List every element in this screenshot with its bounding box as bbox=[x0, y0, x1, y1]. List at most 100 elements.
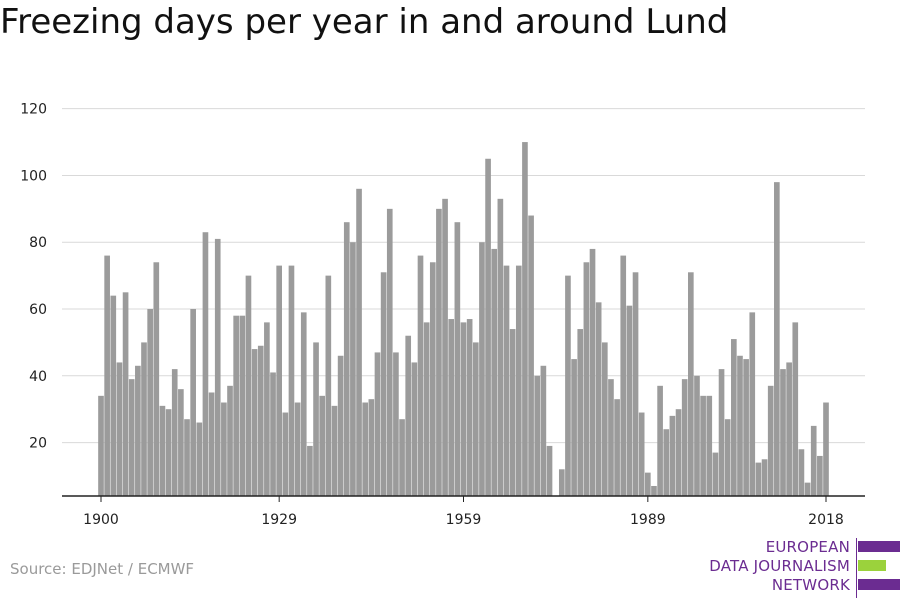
bar-1989[interactable] bbox=[645, 472, 651, 496]
bar-1991[interactable] bbox=[657, 385, 663, 496]
bar-1969[interactable] bbox=[522, 142, 528, 496]
bar-2017[interactable] bbox=[817, 455, 823, 496]
bar-1931[interactable] bbox=[288, 265, 295, 496]
bar-1979[interactable] bbox=[583, 262, 590, 496]
bar-2010[interactable] bbox=[774, 182, 780, 496]
bar-1968[interactable] bbox=[515, 265, 522, 496]
bar-1926[interactable] bbox=[257, 345, 264, 496]
bar-1943[interactable] bbox=[362, 402, 369, 496]
bar-1923[interactable] bbox=[239, 315, 246, 496]
bar-1961[interactable] bbox=[472, 342, 479, 496]
bar-2002[interactable] bbox=[724, 419, 731, 496]
bar-1996[interactable] bbox=[688, 272, 694, 496]
bar-1933[interactable] bbox=[300, 312, 307, 496]
bar-2015[interactable] bbox=[804, 482, 811, 496]
bar-2016[interactable] bbox=[810, 425, 817, 496]
bar-1995[interactable] bbox=[681, 379, 688, 496]
bar-1998[interactable] bbox=[700, 395, 706, 496]
bar-1949[interactable] bbox=[399, 419, 405, 496]
bar-1960[interactable] bbox=[466, 319, 473, 496]
bar-2008[interactable] bbox=[761, 459, 768, 496]
bar-1954[interactable] bbox=[429, 262, 436, 496]
bar-1977[interactable] bbox=[571, 359, 577, 496]
bar-1971[interactable] bbox=[534, 375, 541, 496]
bar-1958[interactable] bbox=[454, 222, 461, 496]
bar-1993[interactable] bbox=[669, 415, 676, 496]
bar-1965[interactable] bbox=[497, 198, 504, 496]
bar-1908[interactable] bbox=[147, 309, 153, 496]
bar-1906[interactable] bbox=[135, 365, 141, 496]
bar-1966[interactable] bbox=[503, 265, 510, 496]
bar-1956[interactable] bbox=[442, 198, 448, 496]
bar-1924[interactable] bbox=[245, 275, 252, 496]
bar-1922[interactable] bbox=[233, 315, 239, 496]
bar-1937[interactable] bbox=[325, 275, 332, 496]
bar-1987[interactable] bbox=[632, 272, 639, 496]
bar-1932[interactable] bbox=[294, 402, 301, 496]
bar-1984[interactable] bbox=[614, 399, 620, 496]
bar-1910[interactable] bbox=[159, 405, 166, 496]
bar-1957[interactable] bbox=[448, 319, 455, 496]
bar-1915[interactable] bbox=[190, 309, 196, 496]
bar-1986[interactable] bbox=[626, 305, 633, 496]
bar-1973[interactable] bbox=[546, 445, 553, 496]
bar-1925[interactable] bbox=[251, 349, 258, 496]
bar-1981[interactable] bbox=[595, 302, 602, 496]
bar-1917[interactable] bbox=[202, 232, 209, 496]
bar-1928[interactable] bbox=[270, 372, 276, 496]
bar-1900[interactable] bbox=[98, 395, 104, 496]
bar-2007[interactable] bbox=[755, 462, 762, 496]
bar-1939[interactable] bbox=[337, 355, 344, 496]
bar-1963[interactable] bbox=[485, 158, 491, 496]
bar-1903[interactable] bbox=[116, 362, 123, 496]
bar-1982[interactable] bbox=[601, 342, 608, 496]
bar-1904[interactable] bbox=[122, 292, 129, 496]
bar-2006[interactable] bbox=[749, 312, 756, 496]
bar-1911[interactable] bbox=[165, 409, 172, 496]
bar-1955[interactable] bbox=[436, 208, 442, 496]
bar-1950[interactable] bbox=[405, 335, 412, 496]
bar-1901[interactable] bbox=[104, 255, 110, 496]
bar-1946[interactable] bbox=[380, 272, 387, 496]
bar-1945[interactable] bbox=[374, 352, 381, 496]
bar-1919[interactable] bbox=[214, 238, 221, 496]
bar-2018[interactable] bbox=[823, 402, 829, 496]
bar-1935[interactable] bbox=[313, 342, 319, 496]
bar-1920[interactable] bbox=[221, 402, 227, 496]
bar-1952[interactable] bbox=[417, 255, 424, 496]
bar-1938[interactable] bbox=[331, 405, 338, 496]
bar-1975[interactable] bbox=[558, 469, 565, 496]
bar-1948[interactable] bbox=[393, 352, 399, 496]
bar-1967[interactable] bbox=[509, 329, 516, 496]
bar-1921[interactable] bbox=[227, 385, 233, 496]
bar-1962[interactable] bbox=[479, 242, 485, 496]
bar-1994[interactable] bbox=[675, 409, 682, 496]
bar-1959[interactable] bbox=[460, 322, 467, 496]
bar-1942[interactable] bbox=[356, 188, 362, 496]
bar-1930[interactable] bbox=[282, 412, 289, 496]
bar-1992[interactable] bbox=[663, 429, 670, 496]
bar-1934[interactable] bbox=[307, 445, 313, 496]
bar-1947[interactable] bbox=[386, 208, 393, 496]
bar-1983[interactable] bbox=[608, 379, 614, 496]
bar-1999[interactable] bbox=[706, 395, 713, 496]
bar-1918[interactable] bbox=[208, 392, 215, 496]
bar-1990[interactable] bbox=[651, 485, 657, 496]
bar-1941[interactable] bbox=[350, 242, 356, 496]
bar-1927[interactable] bbox=[264, 322, 270, 496]
bar-2000[interactable] bbox=[712, 452, 719, 496]
bar-2012[interactable] bbox=[786, 362, 792, 496]
bar-1970[interactable] bbox=[528, 215, 534, 496]
bar-1940[interactable] bbox=[343, 222, 350, 496]
bar-1980[interactable] bbox=[589, 248, 596, 496]
bar-1936[interactable] bbox=[319, 395, 326, 496]
edjnet-logo[interactable]: EUROPEAN DATA JOURNALISM NETWORK bbox=[700, 538, 900, 598]
bar-1907[interactable] bbox=[141, 342, 147, 496]
bar-1976[interactable] bbox=[565, 275, 571, 496]
bar-2009[interactable] bbox=[767, 385, 774, 496]
bar-2011[interactable] bbox=[780, 369, 786, 496]
bar-2001[interactable] bbox=[718, 369, 725, 496]
bar-1985[interactable] bbox=[620, 255, 627, 496]
bar-1978[interactable] bbox=[577, 329, 584, 496]
bar-2005[interactable] bbox=[743, 359, 749, 496]
